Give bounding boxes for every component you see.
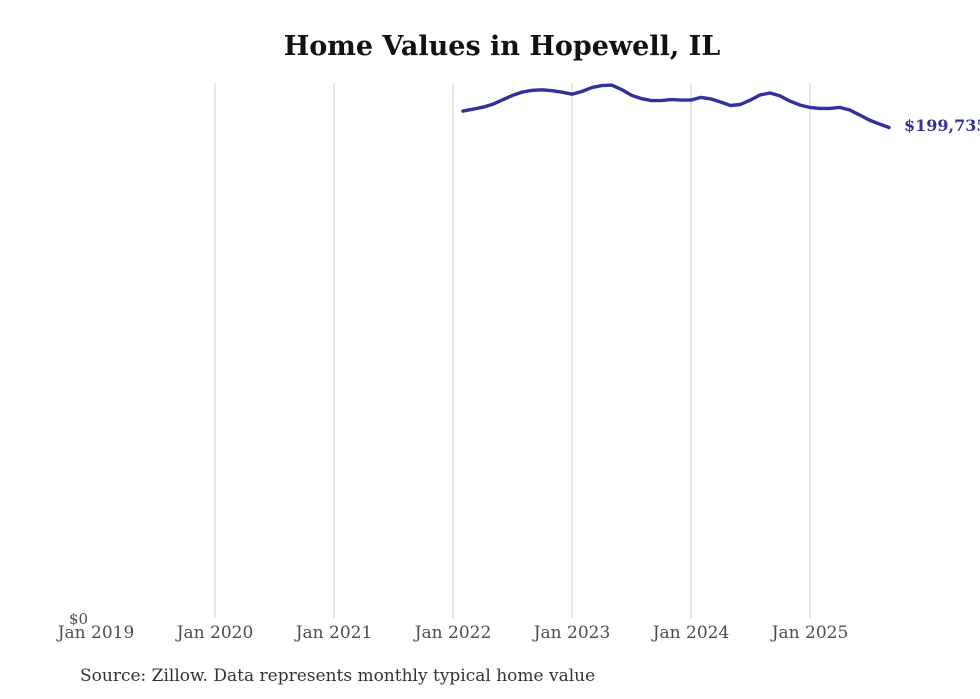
source-note: Source: Zillow. Data represents monthly … — [80, 666, 596, 686]
x-axis-tick-label: Jan 2022 — [414, 623, 492, 643]
last-value-label: $199,735 — [904, 116, 980, 135]
x-axis-tick-label: Jan 2021 — [295, 623, 373, 643]
home-value-series-line — [461, 83, 891, 130]
x-axis-tick-label: Jan 2020 — [176, 623, 254, 643]
x-axis-tick-label: Jan 2023 — [533, 623, 611, 643]
x-axis-tick-label: Jan 2024 — [652, 623, 730, 643]
x-axis-tick-label: Jan 2025 — [771, 623, 849, 643]
y-axis-zero-label: $0 — [69, 610, 89, 628]
chart-title: Home Values in Hopewell, IL — [283, 31, 721, 62]
x-axis-tick-label: Jan 2019 — [57, 623, 135, 643]
